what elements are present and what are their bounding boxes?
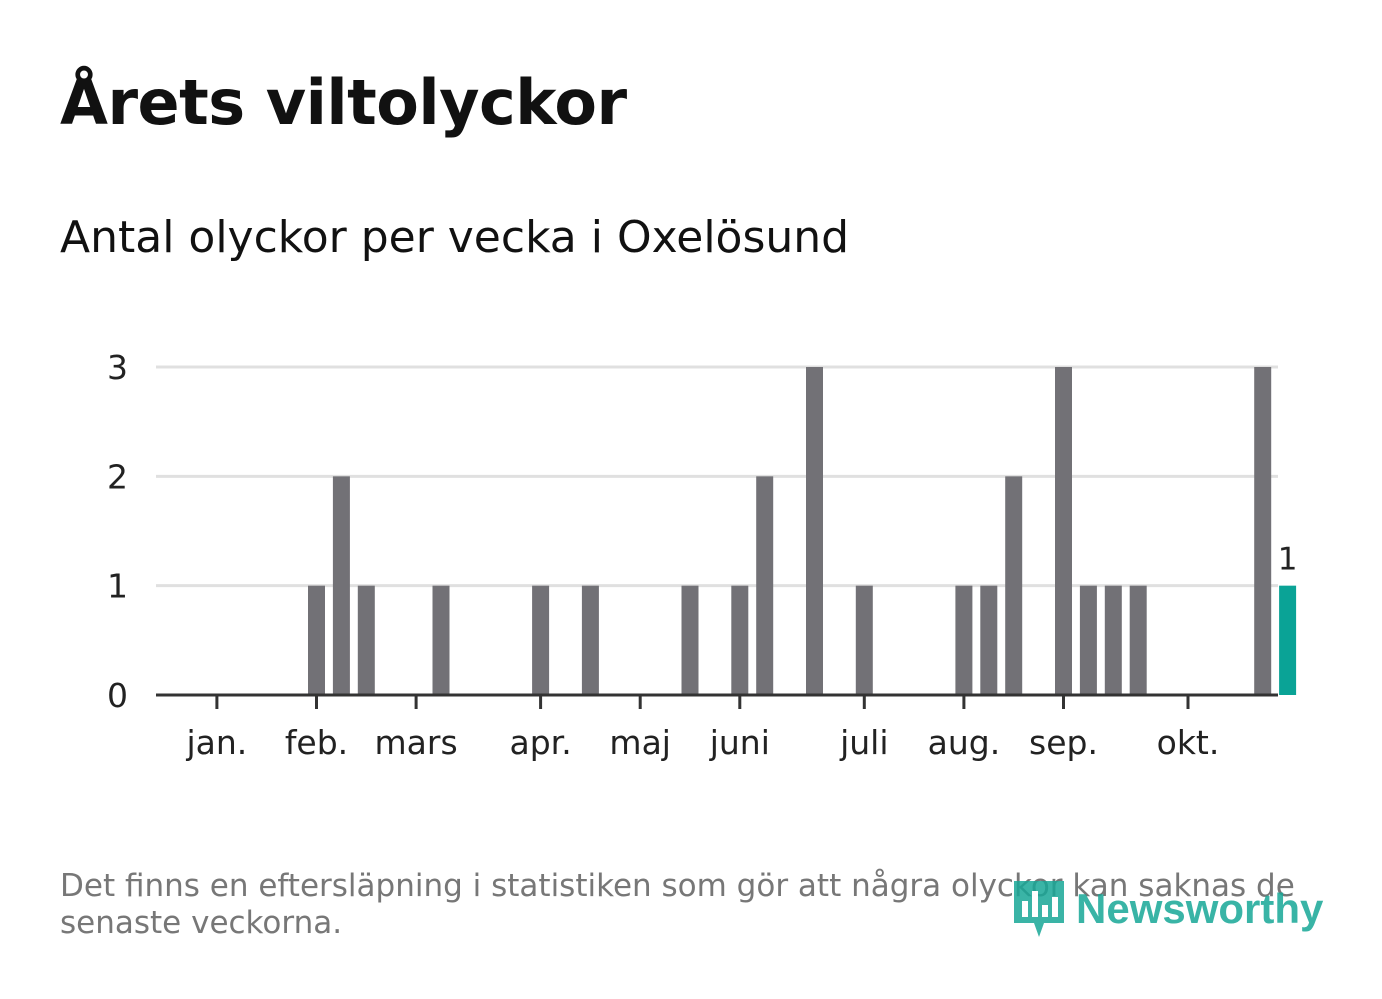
x-tick-label: jan.	[186, 723, 248, 762]
chart-subtitle: Antal olyckor per vecka i Oxelösund	[60, 212, 850, 263]
bar	[806, 367, 823, 695]
chart-title: Årets viltolyckor	[60, 66, 627, 139]
footnote: Det finns en eftersläpning i statistiken…	[60, 868, 1295, 941]
bar	[432, 585, 450, 695]
bar	[308, 585, 325, 695]
x-tick-label: juli	[839, 723, 888, 762]
bar	[681, 585, 699, 695]
bar	[1079, 585, 1097, 695]
bar	[1005, 476, 1023, 695]
bar	[980, 585, 998, 695]
bar	[756, 476, 774, 695]
x-tick-label: okt.	[1157, 723, 1220, 762]
x-tick-label: mars	[375, 723, 458, 762]
y-tick-label-1: 1	[107, 567, 128, 606]
y-tick-label-0: 0	[107, 676, 128, 715]
bar	[855, 585, 873, 695]
bar-highlight	[1279, 585, 1297, 695]
bar	[357, 585, 375, 695]
y-tick-label-3: 3	[107, 348, 128, 387]
x-tick-label: sep.	[1029, 723, 1098, 762]
bar	[1055, 367, 1072, 695]
bar	[1254, 367, 1272, 695]
x-tick-label: juni	[709, 723, 770, 762]
x-tick-label: feb.	[285, 723, 348, 762]
newsworthy-logo: Newsworthy	[1010, 877, 1323, 941]
bar-chart: 0 1 2 3 1 jan. feb. mars apr. maj juni juli aug. sep.…	[107, 348, 1298, 762]
y-tick-label-2: 2	[107, 457, 128, 496]
bar	[581, 585, 599, 695]
highlight-value-label: 1	[1278, 542, 1298, 578]
x-tick-label: apr.	[509, 723, 571, 762]
x-tick-label: aug.	[928, 723, 1001, 762]
bar	[332, 476, 350, 695]
bar	[955, 585, 973, 695]
bar	[532, 585, 550, 695]
newsworthy-logo-icon	[1014, 881, 1064, 937]
bar	[731, 585, 749, 695]
newsworthy-logo-text: Newsworthy	[1076, 885, 1324, 932]
bar	[1129, 585, 1147, 695]
bar	[1104, 585, 1122, 695]
x-tick-label: maj	[609, 723, 671, 762]
